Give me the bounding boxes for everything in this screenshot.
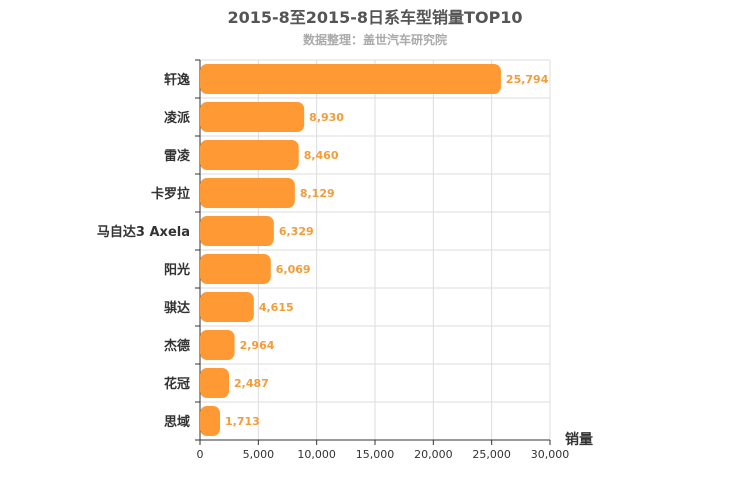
category-label: 轩逸 — [164, 72, 190, 88]
value-label: 2,487 — [234, 377, 269, 390]
value-label: 25,794 — [506, 73, 549, 86]
x-axis-title: 销量 — [565, 431, 593, 448]
x-tick-label: 0 — [197, 448, 204, 461]
category-label: 马自达3 Axela — [97, 224, 190, 240]
category-label: 雷凌 — [164, 148, 191, 164]
value-label: 4,615 — [259, 301, 294, 314]
x-tick-label: 15,000 — [356, 448, 395, 461]
value-label: 8,930 — [309, 111, 344, 124]
x-tick-label: 25,000 — [472, 448, 511, 461]
bar — [200, 406, 220, 436]
value-label: 1,713 — [225, 415, 260, 428]
bar — [200, 140, 299, 170]
bar — [200, 368, 230, 398]
bar — [200, 64, 501, 94]
category-label: 凌派 — [164, 110, 191, 126]
x-tick-label: 30,000 — [531, 448, 570, 461]
bar — [200, 102, 305, 132]
bar — [200, 216, 274, 246]
value-label: 6,069 — [276, 263, 311, 276]
category-label: 花冠 — [164, 376, 190, 392]
value-label: 8,460 — [304, 149, 339, 162]
chart-title: 2015-8至2015-8日系车型销量TOP10 — [227, 8, 523, 27]
category-label: 杰德 — [164, 338, 190, 354]
bar — [200, 292, 254, 322]
chart-subtitle: 数据整理：盖世汽车研究院 — [302, 33, 447, 47]
x-tick-label: 20,000 — [414, 448, 453, 461]
category-label: 思域 — [164, 414, 190, 430]
category-label: 卡罗拉 — [151, 186, 190, 202]
bar — [200, 330, 235, 360]
x-tick-label: 10,000 — [297, 448, 336, 461]
bar — [200, 254, 271, 284]
bar — [200, 178, 295, 208]
value-label: 8,129 — [300, 187, 335, 200]
value-label: 6,329 — [279, 225, 314, 238]
category-label: 阳光 — [164, 262, 190, 278]
x-tick-label: 5,000 — [243, 448, 275, 461]
category-label: 骐达 — [164, 300, 190, 316]
value-label: 2,964 — [240, 339, 275, 352]
